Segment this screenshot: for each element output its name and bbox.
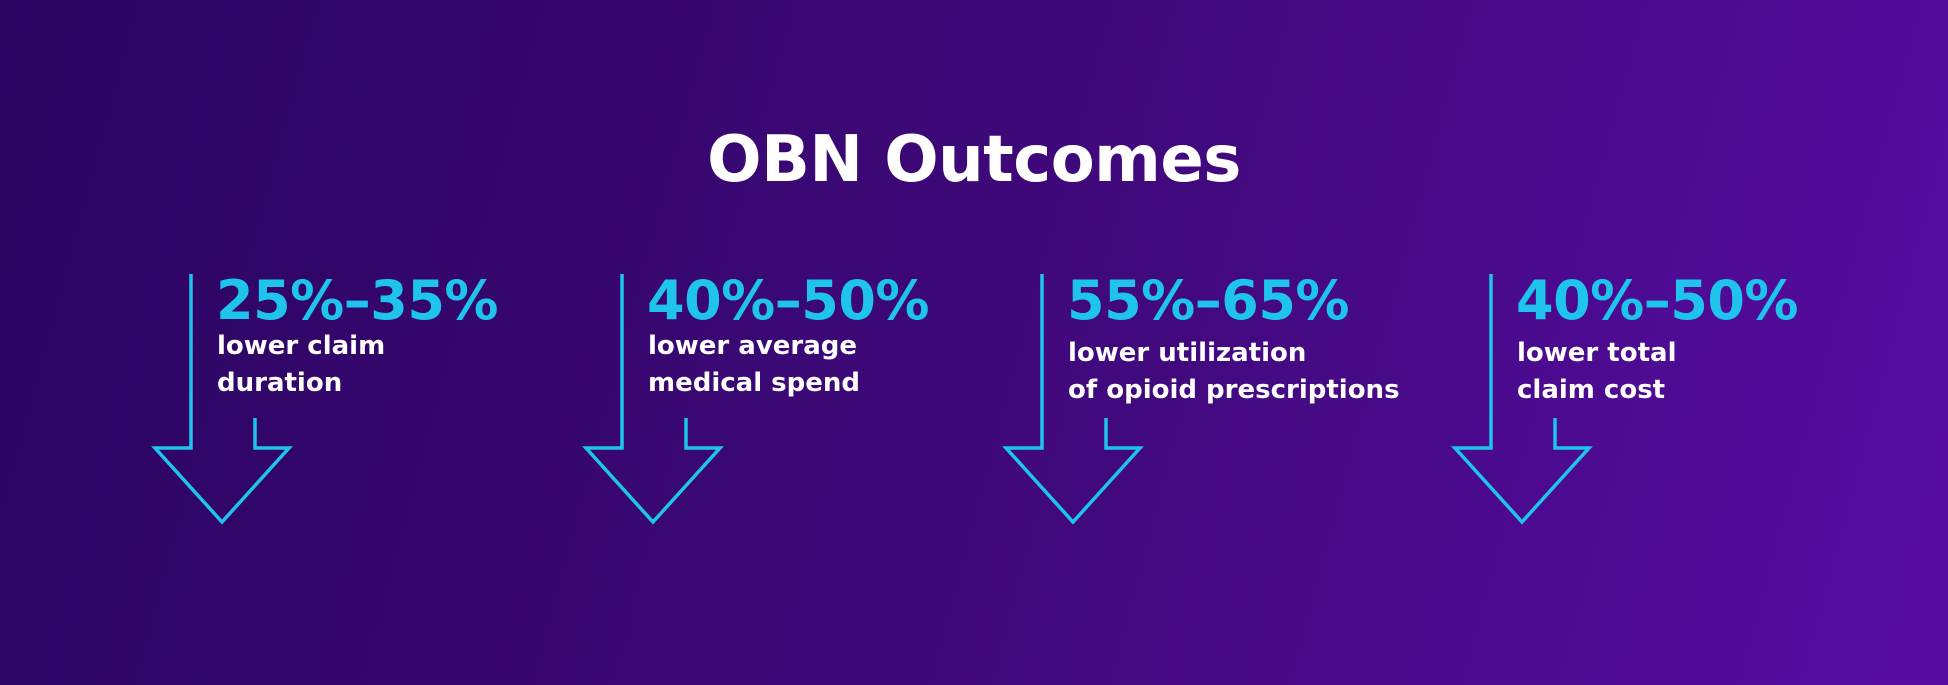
outcome-card-total-claim-cost: 40%–50% lower total claim cost	[1451, 269, 1933, 530]
outcome-card-opioid-prescriptions: 55%–65% lower utilization of opioid pres…	[1002, 269, 1484, 530]
outcome-description-line2: claim cost	[1517, 375, 1666, 405]
down-arrow-icon	[1002, 274, 1144, 525]
outcome-description-line1: lower utilization	[1068, 338, 1307, 368]
page-title: OBN Outcomes	[707, 123, 1241, 197]
down-arrow-icon	[582, 274, 724, 525]
outcome-percentage: 55%–65%	[1067, 269, 1350, 332]
outcome-card-medical-spend: 40%–50% lower average medical spend	[582, 269, 1064, 530]
outcome-percentage: 25%–35%	[216, 269, 499, 332]
outcome-description-line1: lower claim	[217, 331, 386, 361]
outcome-percentage: 40%–50%	[647, 269, 930, 332]
down-arrow-icon	[151, 274, 293, 525]
outcome-description-line2: of opioid prescriptions	[1068, 375, 1400, 405]
down-arrow-icon	[1451, 274, 1593, 525]
outcome-description-line1: lower average	[648, 331, 858, 361]
outcome-percentage: 40%–50%	[1516, 269, 1799, 332]
outcome-description-line2: medical spend	[648, 368, 861, 398]
outcome-description-line1: lower total	[1517, 338, 1677, 368]
outcome-card-claim-duration: 25%–35% lower claim duration	[151, 269, 633, 530]
outcome-description-line2: duration	[217, 368, 343, 398]
